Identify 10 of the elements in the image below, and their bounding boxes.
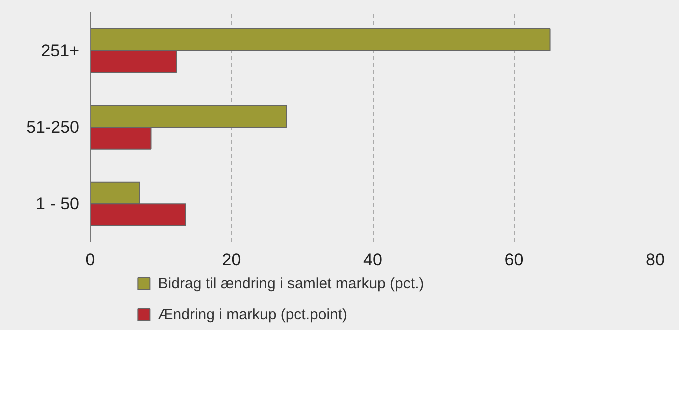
x-tick-label: 60 [504,250,524,270]
y-tick-label: 1 - 50 [36,194,80,214]
legend-label: Ændring i markup (pct.point) [158,306,348,324]
x-tick-label: 80 [646,250,665,270]
x-tick-label: 40 [364,250,382,270]
y-tick-label: 251+ [41,41,80,60]
legend-label: Bidrag til ændring i samlet markup (pct.) [158,276,424,292]
x-tick-label: 0 [86,250,96,270]
y-tick-label: 51-250 [26,118,80,137]
x-tick-label: 20 [222,250,242,270]
